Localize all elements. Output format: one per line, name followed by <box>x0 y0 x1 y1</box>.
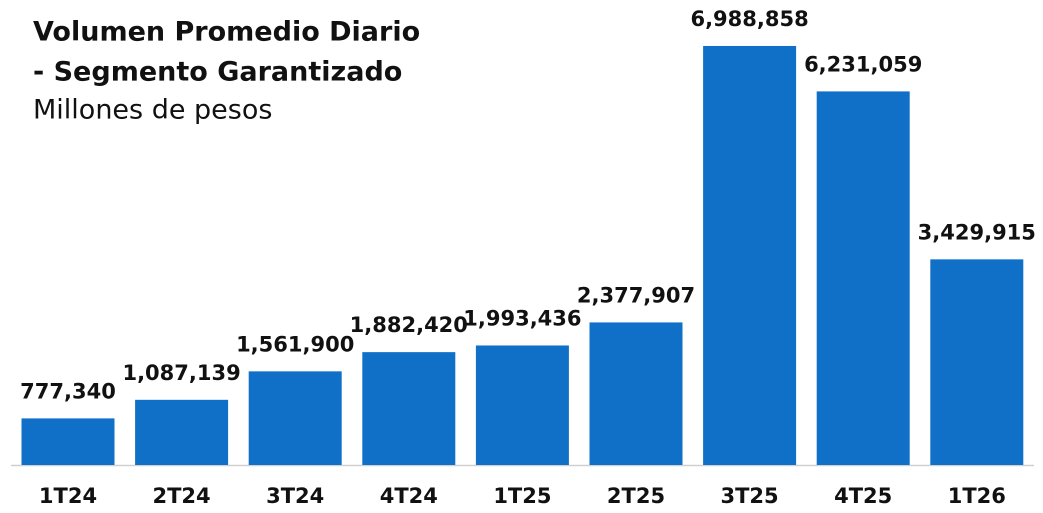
value-label: 6,231,059 <box>804 52 922 76</box>
x-tick-label: 1T24 <box>39 484 97 508</box>
bar <box>703 45 797 465</box>
chart-title: - Segmento Garantizado <box>33 57 402 88</box>
x-tick-label: 3T25 <box>721 484 779 508</box>
chart-title: Volumen Promedio Diario <box>33 17 420 48</box>
bar <box>135 399 229 465</box>
x-tick-label: 4T24 <box>380 484 438 508</box>
bar <box>248 371 342 465</box>
x-tick-label: 1T25 <box>493 484 551 508</box>
bar <box>475 345 569 465</box>
x-tick-label: 2T24 <box>153 484 211 508</box>
bar <box>21 418 115 465</box>
bar <box>930 259 1024 465</box>
value-label: 1,087,139 <box>122 361 240 385</box>
bar <box>362 352 456 465</box>
x-tick-label: 1T26 <box>948 484 1006 508</box>
value-label: 2,377,907 <box>577 283 695 307</box>
value-label: 1,993,436 <box>463 306 581 330</box>
bar <box>816 91 910 465</box>
value-label: 3,429,915 <box>918 220 1036 244</box>
x-tick-label: 3T24 <box>266 484 324 508</box>
bar <box>589 322 683 465</box>
chart-subtitle: Millones de pesos <box>33 95 272 126</box>
x-tick-label: 4T25 <box>834 484 892 508</box>
value-label: 1,561,900 <box>236 332 354 356</box>
value-label: 1,882,420 <box>350 313 468 337</box>
value-label: 777,340 <box>20 379 116 403</box>
x-tick-label: 2T25 <box>607 484 665 508</box>
value-label: 6,988,858 <box>690 7 808 31</box>
